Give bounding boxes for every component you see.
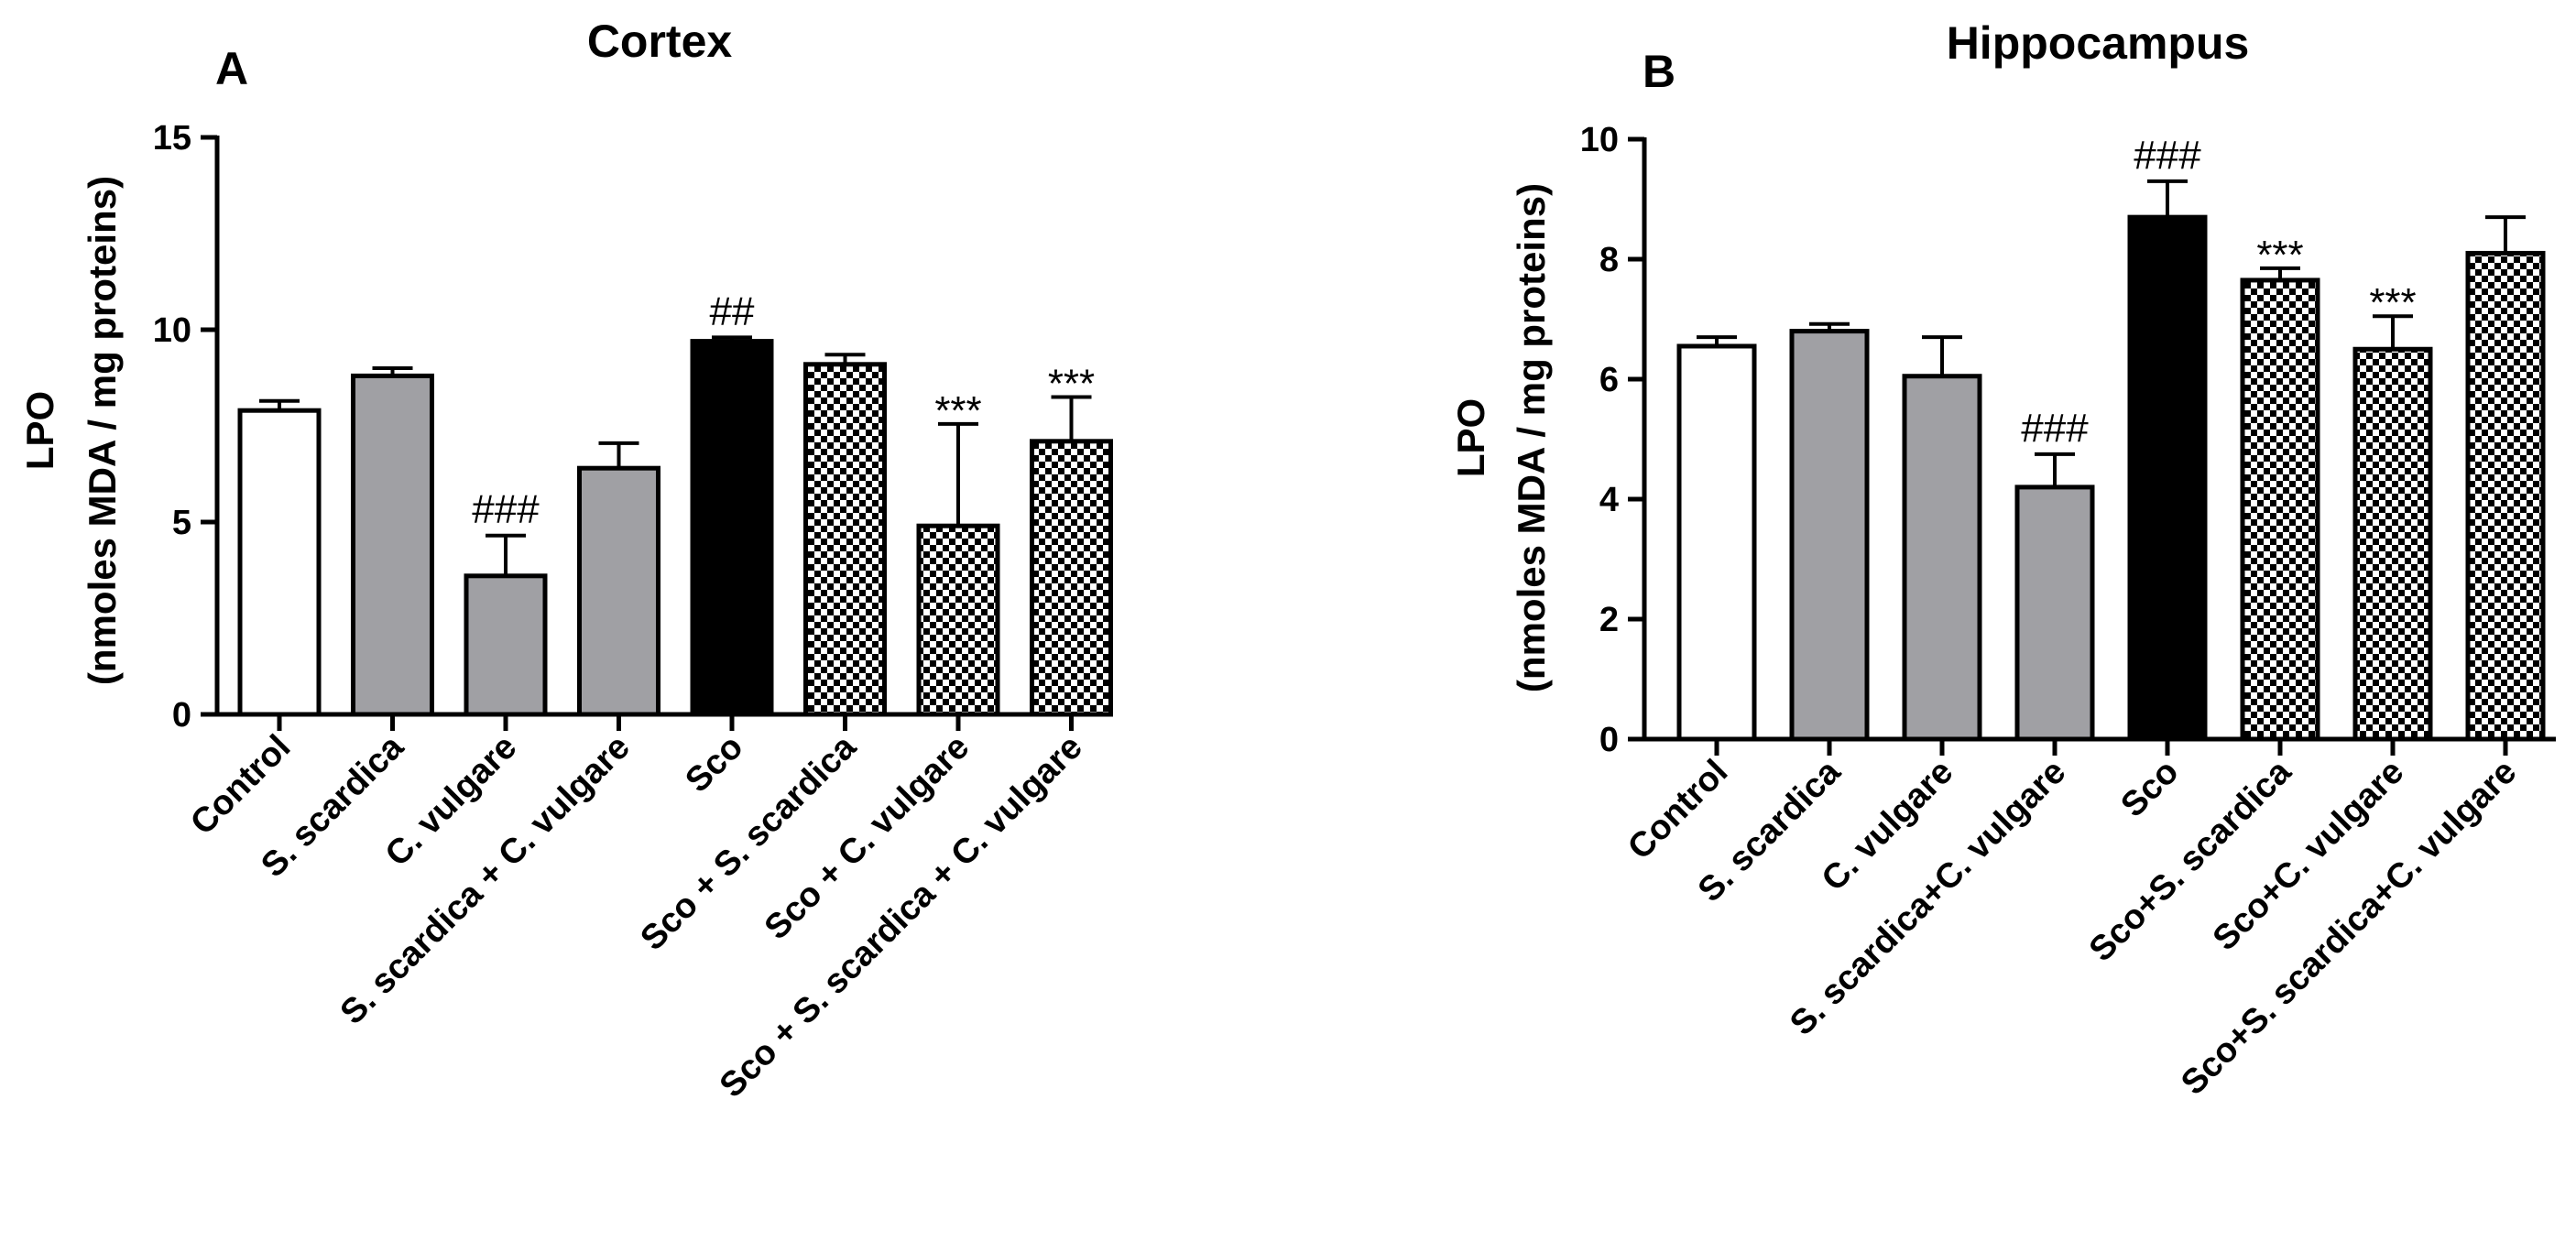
y-axis-label-line1: LPO — [18, 391, 61, 470]
y-axis-label-line2: (nmoles MDA / mg proteins) — [81, 176, 124, 685]
bar — [803, 362, 887, 717]
bar — [351, 373, 434, 717]
y-tick-label: 2 — [1599, 601, 1619, 639]
y-tick-label: 0 — [1599, 721, 1619, 759]
category-label: Control — [1621, 753, 1735, 867]
y-tick-label: 5 — [172, 504, 191, 542]
bar — [2465, 250, 2546, 742]
y-tick-label: 4 — [1599, 481, 1619, 519]
significance-annotation: ### — [472, 487, 540, 532]
category-label: Control — [183, 728, 298, 843]
y-tick-label: 10 — [153, 311, 191, 350]
bar — [916, 523, 1000, 717]
y-tick-label: 6 — [1599, 361, 1619, 399]
category-label: Sco — [2113, 753, 2186, 825]
panel-letter: A — [215, 43, 248, 94]
category-label: Sco + S. scardica — [633, 727, 864, 958]
chart-panel-hippocampus: B Hippocampus LPO (nmoles MDA / mg prote… — [1449, 17, 2556, 1103]
y-tick-label: 10 — [1580, 121, 1619, 159]
bar — [1030, 439, 1113, 717]
y-axis-label-line2: (nmoles MDA / mg proteins) — [1510, 183, 1553, 692]
chart-title: Cortex — [587, 16, 733, 67]
significance-annotation: ### — [2134, 133, 2201, 178]
bar — [2352, 346, 2433, 742]
bar — [464, 573, 548, 717]
bar — [237, 408, 322, 717]
panel-letter: B — [1643, 46, 1675, 97]
bar — [1902, 374, 1982, 742]
bar — [2240, 278, 2320, 742]
bar — [1676, 343, 1757, 742]
bar — [690, 339, 774, 717]
category-label: Sco — [678, 728, 750, 800]
y-tick-label: 15 — [153, 119, 191, 158]
chart-panel-cortex: A Cortex LPO (nmoles MDA / mg proteins) … — [18, 16, 1113, 1105]
category-label: Sco+S. scardica — [2082, 752, 2299, 969]
category-label: Sco + C. vulgare — [758, 728, 977, 948]
significance-annotation: ### — [2021, 406, 2089, 451]
category-label: Sco+C. vulgare — [2206, 753, 2412, 959]
y-tick-label: 0 — [172, 696, 191, 735]
chart-title: Hippocampus — [1947, 17, 2250, 69]
significance-annotation: *** — [1048, 362, 1095, 407]
bar — [1789, 329, 1870, 742]
bar — [577, 465, 660, 717]
significance-annotation: *** — [2256, 233, 2303, 278]
bar — [2127, 214, 2208, 742]
y-tick-label: 8 — [1599, 241, 1619, 279]
significance-annotation: *** — [934, 388, 981, 433]
y-axis-label-line1: LPO — [1449, 398, 1492, 477]
bar — [2014, 484, 2095, 742]
significance-annotation: *** — [2369, 280, 2416, 325]
significance-annotation: ## — [710, 288, 755, 333]
